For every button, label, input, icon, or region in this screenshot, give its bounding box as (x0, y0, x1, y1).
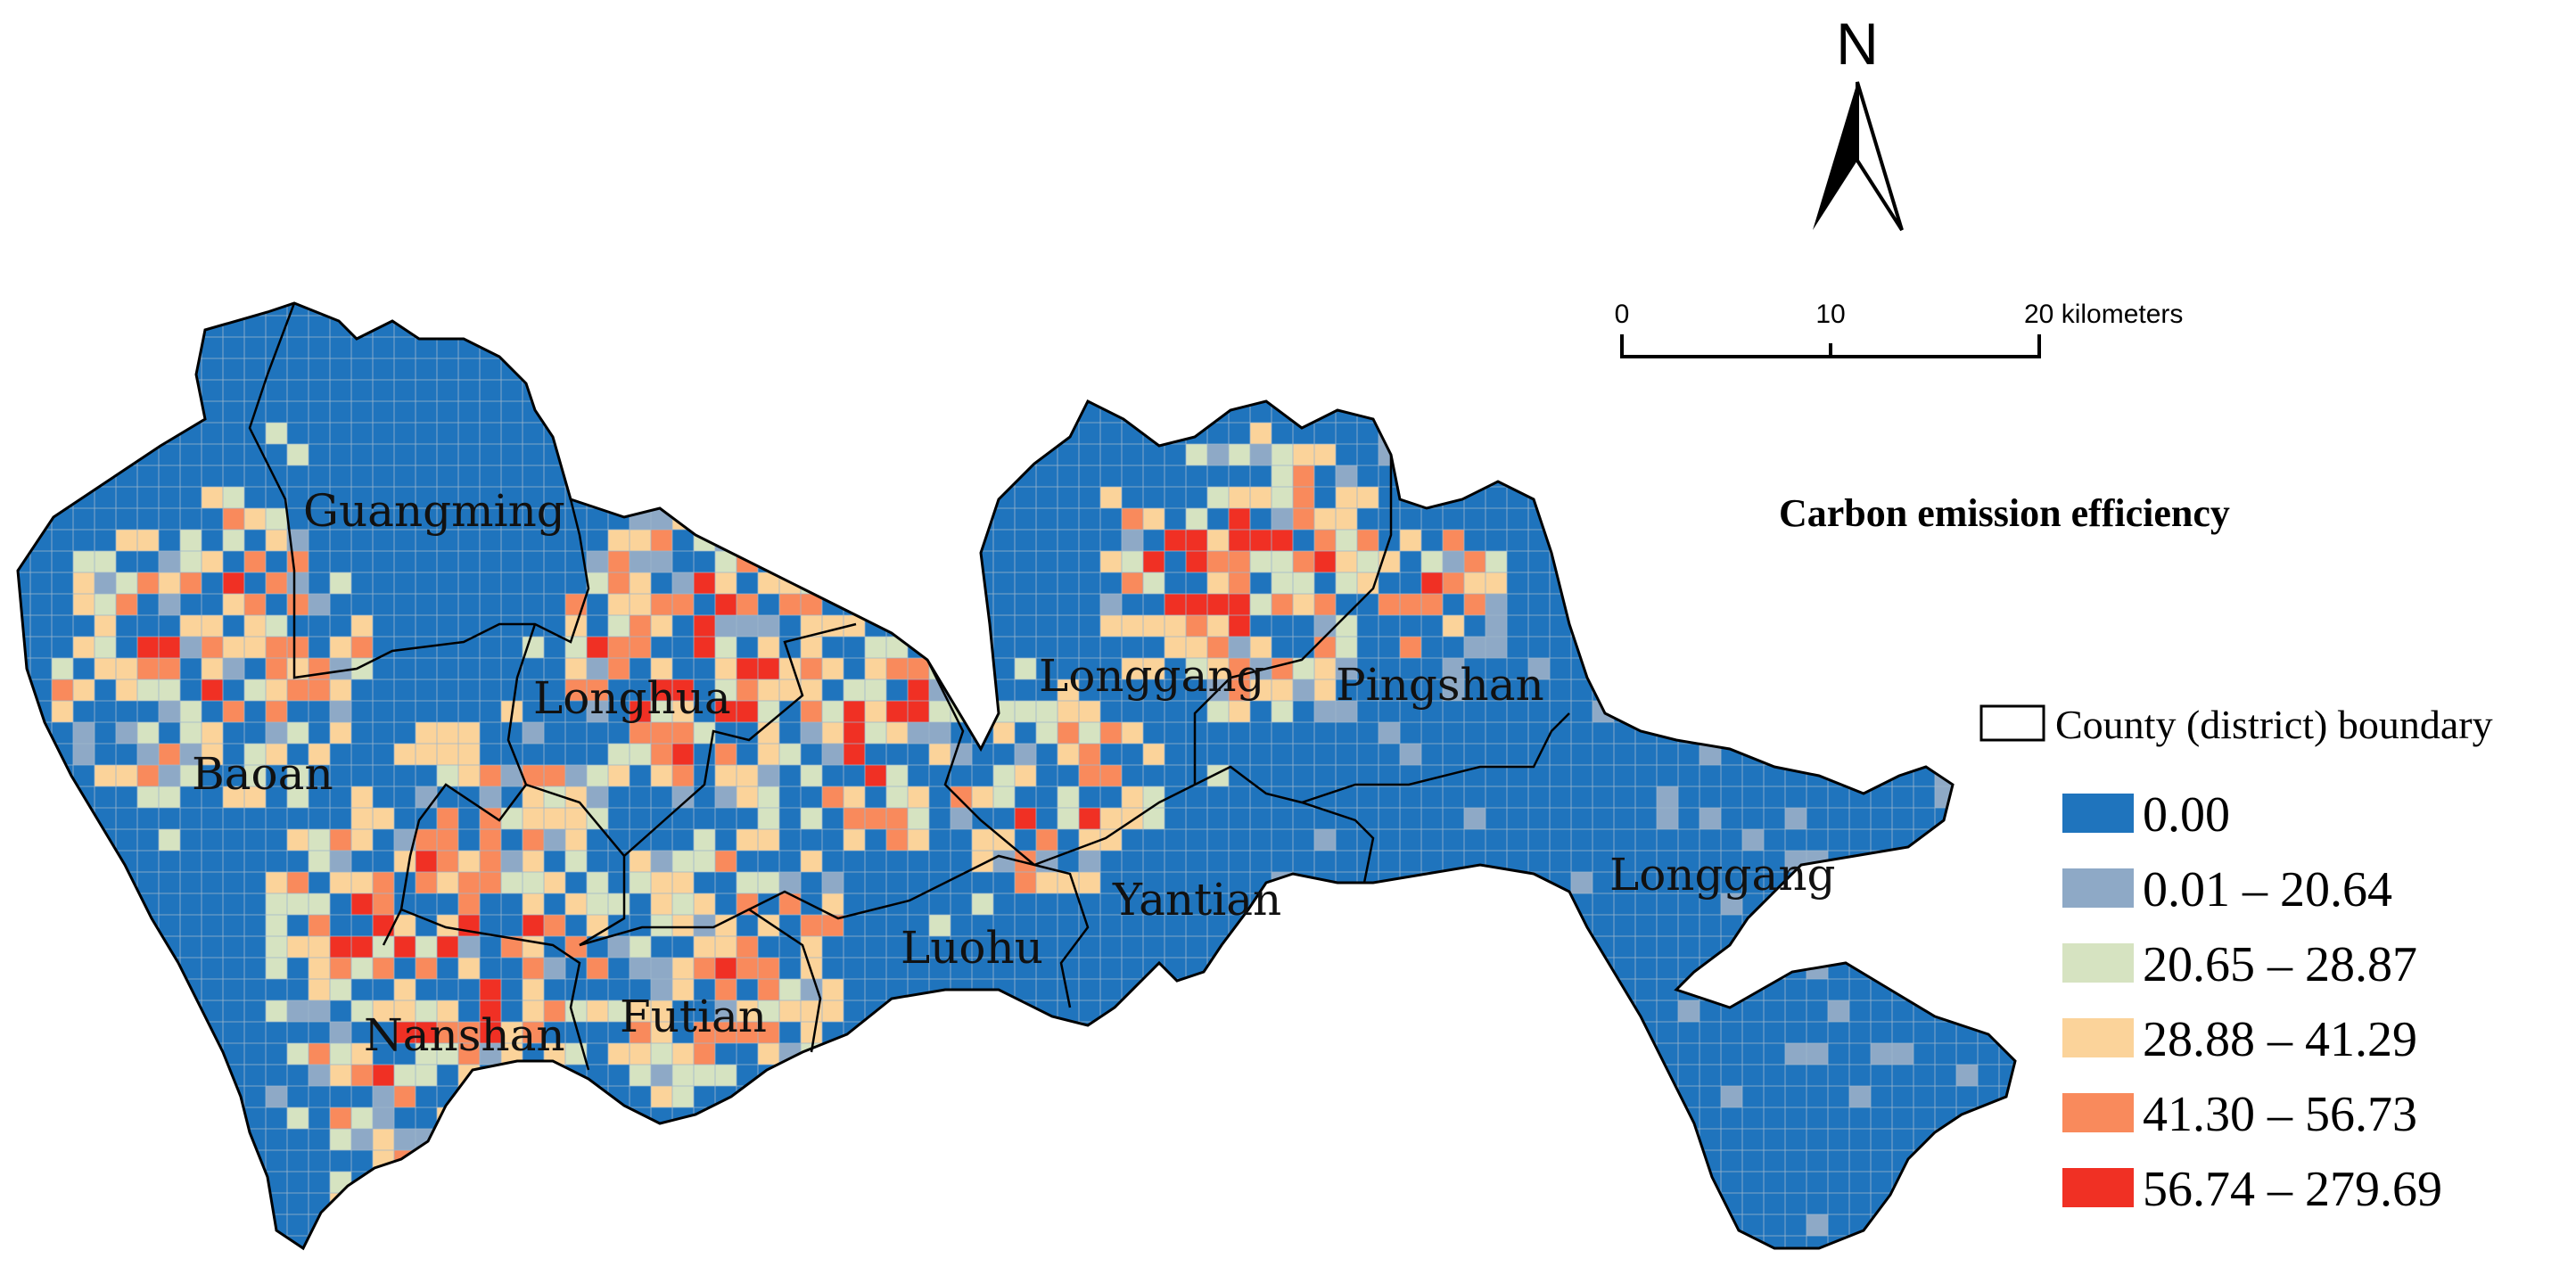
district-label-longgang-7: Longgang (1039, 650, 1265, 702)
boundary-longhua-longgang (926, 659, 1035, 866)
boundary-pingshan (1193, 455, 1393, 785)
district-boundaries (248, 302, 1570, 1071)
boundary-nanshan (400, 908, 590, 1071)
north-arrow-right (1856, 81, 1904, 232)
legend-classes: 0.00 0.01 – 20.64 20.65 – 28.87 28.88 – 41.… (2062, 787, 2442, 1217)
north-arrow: N (1813, 11, 1904, 232)
legend-label-0: 0.00 (2143, 787, 2230, 843)
district-label-guangming-0: Guangming (303, 485, 565, 537)
legend-label-5: 56.74 – 279.69 (2143, 1162, 2442, 1217)
grid-lines (18, 303, 2015, 1248)
district-label-baoan-2: Baoan (192, 748, 333, 800)
district-labels: Guangming Longhua Baoan Nanshan Futian Luohu Y… (192, 485, 1836, 1061)
boundary-baoan-longhua (382, 623, 537, 946)
legend-swatch-2 (2062, 943, 2134, 983)
legend-swatch-5 (2062, 1168, 2134, 1207)
boundary-luohu-longgang (748, 854, 1090, 1008)
scale-tick-10: 10 (1815, 300, 1845, 329)
scale-tick-0: 0 (1615, 300, 1630, 329)
district-label-yantian-6: Yantian (1112, 874, 1281, 926)
boundary-yantian (1033, 765, 1375, 884)
district-label-luohu-5: Luohu (901, 922, 1043, 974)
district-label-longgang-9: Longgang (1609, 849, 1836, 901)
legend: Carbon emission efficiency County (distr… (1779, 491, 2493, 1217)
legend-boundary-swatch (1979, 704, 2045, 742)
legend-swatch-0 (2062, 794, 2134, 833)
legend-boundary-label: County (district) boundary (2055, 702, 2493, 747)
legend-label-3: 28.88 – 41.29 (2143, 1012, 2417, 1067)
legend-label-2: 20.65 – 28.87 (2143, 937, 2417, 992)
north-label: N (1836, 11, 1879, 77)
legend-label-1: 0.01 – 20.64 (2143, 862, 2392, 917)
boundary-longhua-luohu (623, 622, 857, 857)
scale-bar: 0 10 20 kilometers (1615, 300, 2183, 358)
north-arrow-left (1813, 82, 1857, 230)
district-label-pingshan-8: Pingshan (1336, 659, 1544, 711)
district-label-futian-4: Futian (620, 991, 767, 1042)
district-label-nanshan-3: Nanshan (364, 1009, 565, 1061)
legend-swatch-3 (2062, 1018, 2134, 1057)
scale-tick-20: 20 kilometers (2024, 300, 2183, 329)
boundary-pingshan-east (1301, 712, 1570, 804)
legend-swatch-4 (2062, 1093, 2134, 1132)
district-label-longhua-1: Longhua (533, 672, 731, 724)
legend-title: Carbon emission efficiency (1779, 491, 2230, 535)
legend-label-4: 41.30 – 56.73 (2143, 1087, 2417, 1142)
boundary-guangming (248, 302, 590, 679)
legend-swatch-1 (2062, 868, 2134, 908)
